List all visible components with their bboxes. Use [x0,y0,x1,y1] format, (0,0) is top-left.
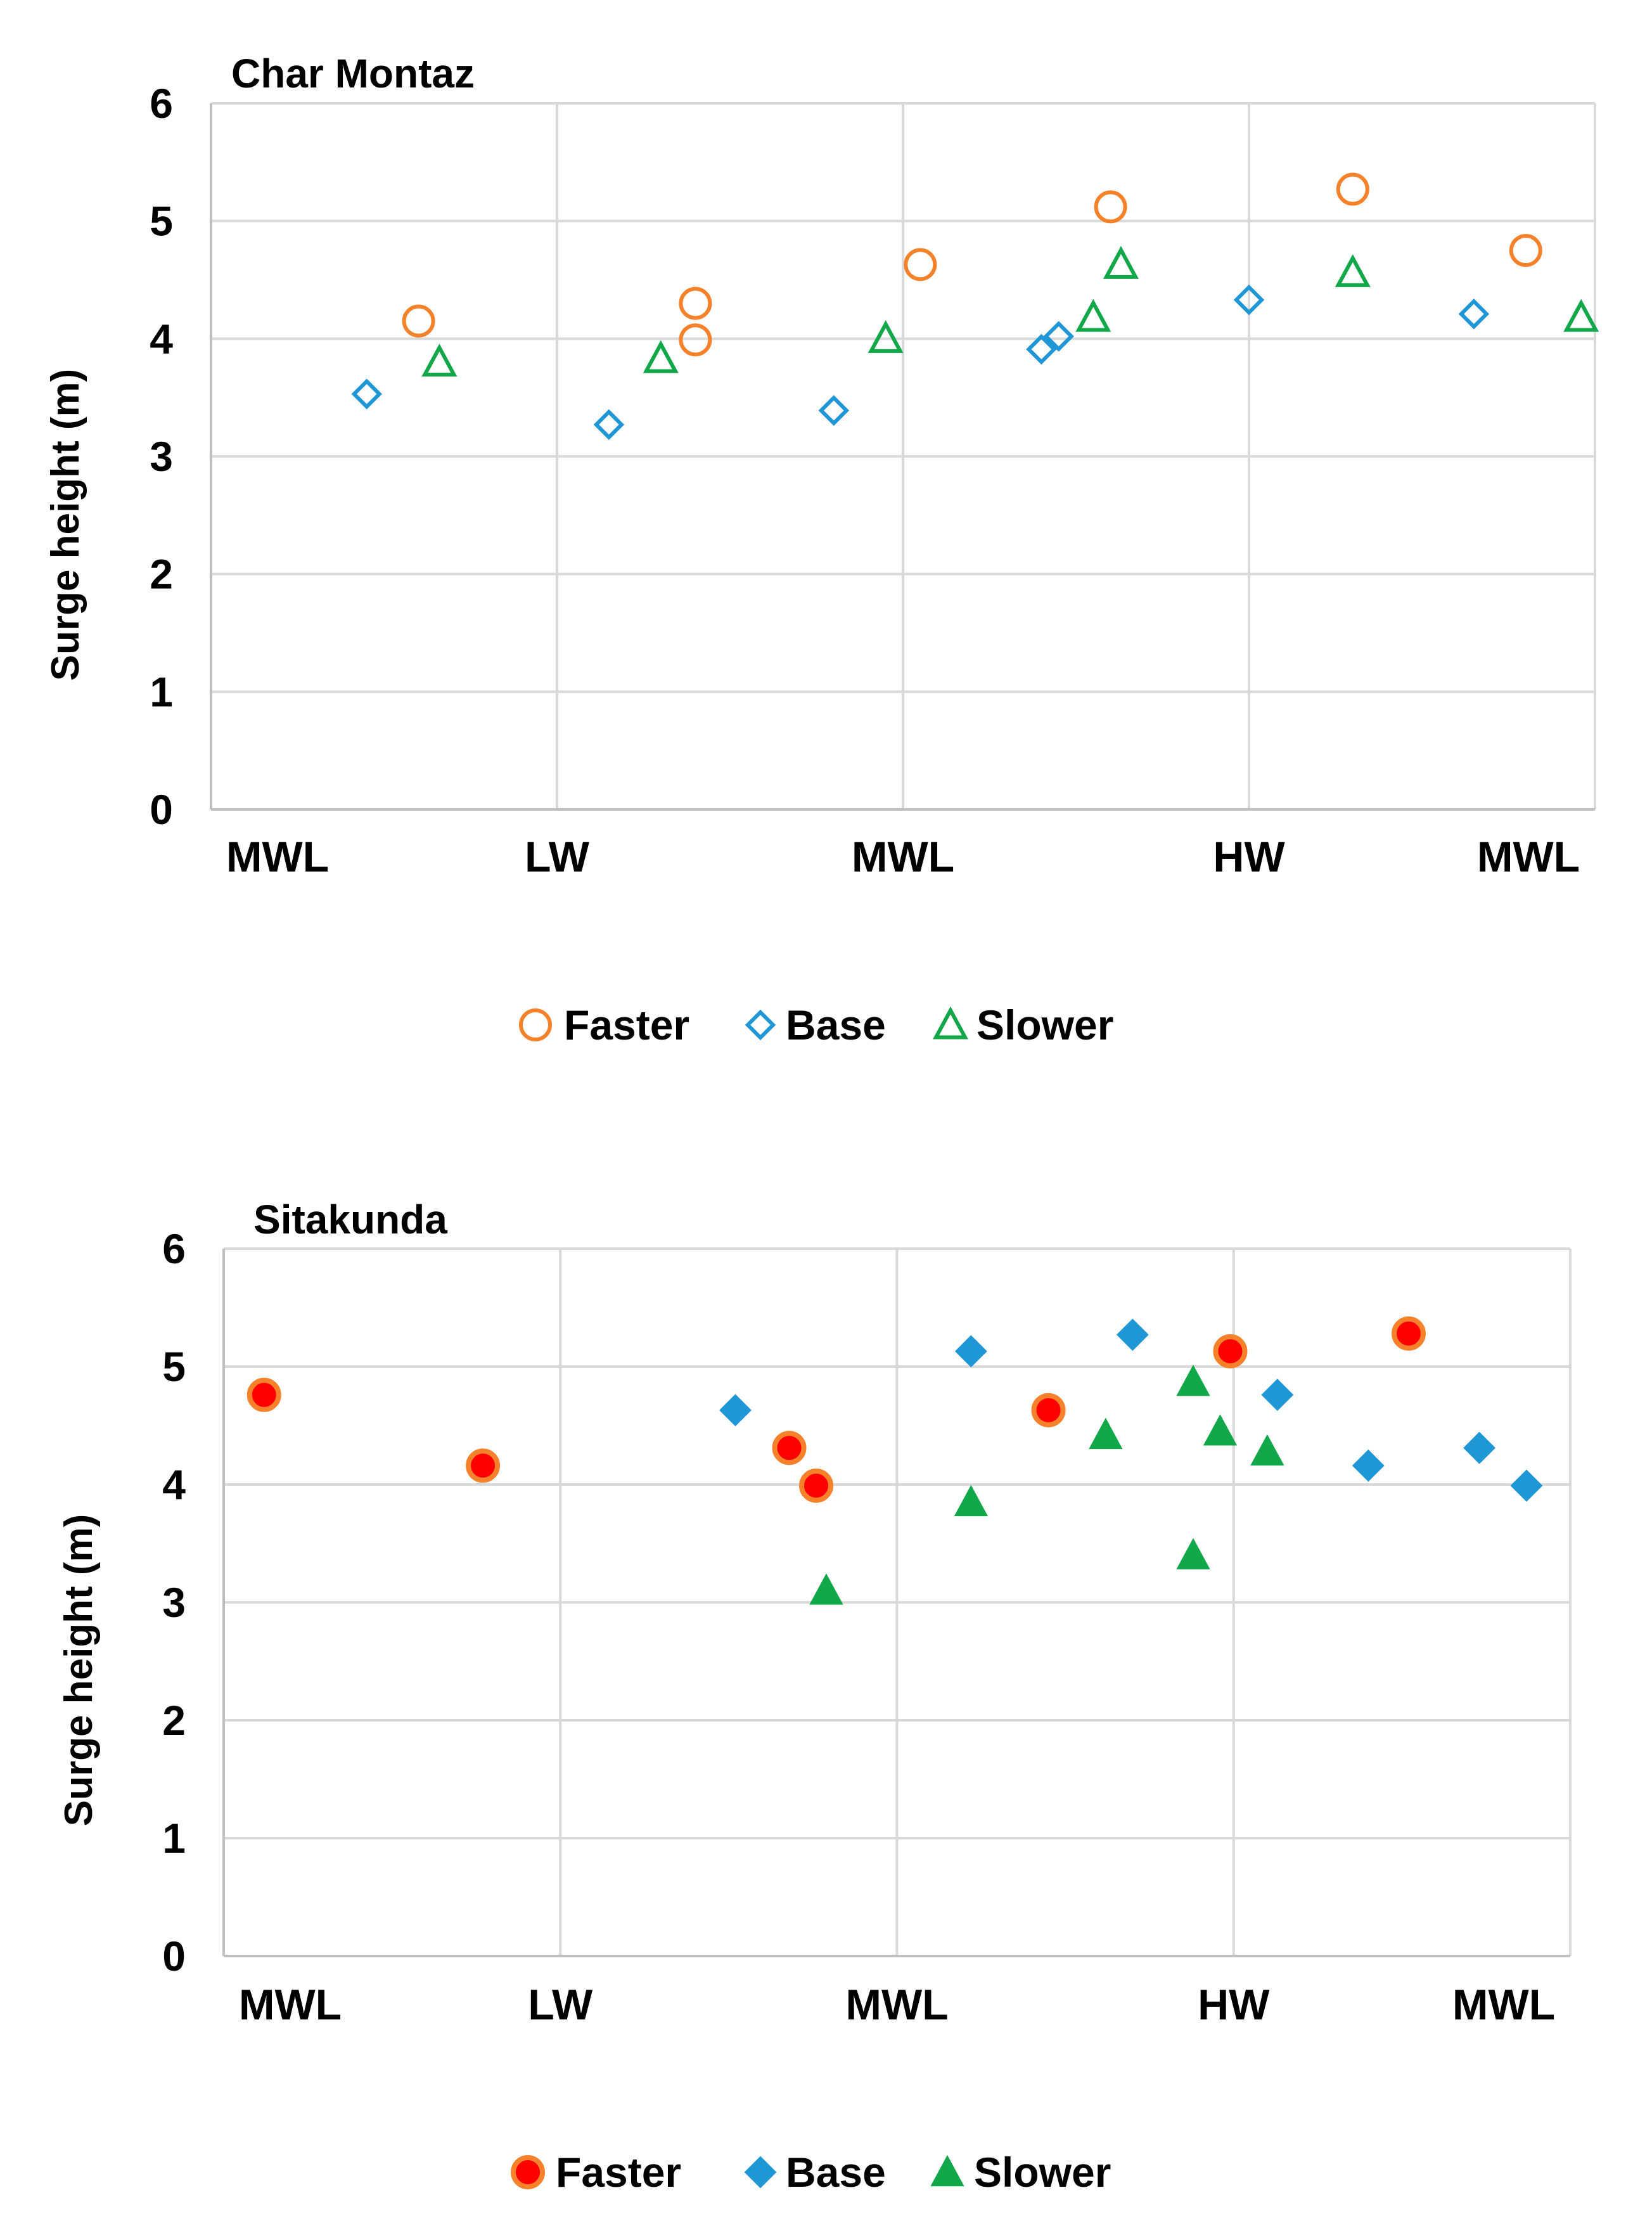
data-point-slower [1103,246,1139,279]
x-tick-label: MWL [845,1981,948,2029]
gridlines [211,102,1596,809]
y-axis-label: Surge height (m) [44,369,87,681]
legend-marker-base [744,2156,777,2189]
data-point-faster [402,304,435,338]
axes [222,1249,1570,1957]
chart-title: Sitakunda [253,1197,447,1242]
data-point-faster [1094,190,1127,224]
data-points [351,172,1599,441]
data-point-faster [679,286,712,320]
data-point-slower [1203,1414,1238,1446]
legend-marker-slower [932,1006,969,1040]
data-point-base [1233,284,1265,316]
data-point-base [1510,1469,1543,1502]
chart-panel-char-montaz: Char Montaz Surge height (m) 0 1 2 3 4 5 6 MWL… [44,51,1599,1048]
x-tick-label: MWL [1452,1981,1555,2029]
chart-panel-sitakunda: Sitakunda Surge height (m) 0 1 2 3 4 5 6 MWL LW… [57,1197,1572,2196]
x-tick-label: MWL [1477,833,1580,881]
data-point-base [1261,1379,1294,1412]
legend-marker-faster [511,2155,545,2189]
legend-marker-faster [519,1008,552,1041]
data-point-faster [466,1448,501,1483]
data-point-slower [1176,1538,1210,1569]
legend-marker-base [745,1009,776,1041]
data-point-slower [1335,254,1371,287]
x-tick-label: LW [525,833,590,881]
gridlines [224,1247,1572,1956]
y-tick-label: 4 [162,1461,186,1508]
y-tick-label: 1 [162,1815,186,1862]
data-point-base [1458,299,1490,330]
data-point-slower [1176,1365,1210,1396]
data-point-slower [868,320,904,353]
data-point-base [1116,1318,1149,1351]
y-tick-label: 5 [150,198,173,245]
legend-label-base: Base [786,2149,886,2196]
data-point-base [1026,333,1057,365]
data-point-faster [1509,234,1542,267]
legend-label-faster: Faster [564,1001,689,1048]
chart-title: Char Montaz [231,51,475,96]
data-point-slower [1089,1417,1123,1450]
y-tick-label: 0 [162,1933,186,1980]
data-point-slower [1075,299,1111,332]
x-tick-labels: MWL LW MWL HW MWL [226,833,1580,881]
y-tick-label: 2 [150,551,173,598]
data-point-base [818,395,850,426]
data-point-base [1043,321,1074,352]
legend: Faster Base Slower [519,1001,1113,1048]
legend-marker-slower [930,2154,964,2187]
x-tick-label: LW [528,1981,593,2029]
x-tick-label: HW [1213,833,1285,881]
axes [210,103,1595,811]
data-points [247,1316,1543,1605]
data-point-slower [1250,1434,1284,1466]
y-tick-labels: 0 1 2 3 4 5 6 [150,80,173,833]
x-tick-label: MWL [239,1981,342,2029]
data-point-slower [643,340,679,373]
data-point-faster [1392,1316,1426,1351]
data-point-faster [772,1431,807,1465]
data-point-faster [679,323,712,357]
data-point-base [593,409,625,441]
data-point-faster [904,248,937,281]
legend-label-base: Base [786,1001,886,1048]
legend-label-slower: Slower [974,2149,1111,2196]
data-point-base [719,1394,752,1427]
data-point-base [1463,1431,1495,1464]
x-tick-label: MWL [852,833,954,881]
legend: Faster Base Slower [511,2149,1111,2196]
x-tick-label: HW [1198,1981,1270,2029]
y-tick-labels: 0 1 2 3 4 5 6 [162,1225,186,1980]
data-point-base [351,378,382,409]
data-point-slower [1563,299,1599,332]
y-tick-label: 6 [162,1225,186,1272]
y-axis-label: Surge height (m) [57,1514,101,1827]
data-point-faster [1213,1334,1248,1368]
y-tick-label: 6 [150,80,173,127]
data-point-faster [1336,172,1369,206]
y-tick-label: 0 [150,786,173,833]
data-point-slower [421,344,458,377]
legend-label-faster: Faster [556,2149,681,2196]
data-point-slower [809,1573,843,1605]
y-tick-label: 2 [162,1697,186,1744]
data-point-faster [247,1377,281,1412]
y-tick-label: 4 [150,315,173,362]
y-tick-label: 1 [150,668,173,715]
legend-label-slower: Slower [976,1001,1113,1048]
y-tick-label: 3 [150,433,173,480]
x-tick-label: MWL [226,833,329,881]
y-tick-label: 5 [162,1343,186,1390]
y-tick-label: 3 [162,1579,186,1626]
data-point-base [1352,1449,1385,1482]
data-point-base [954,1335,987,1368]
data-point-faster [1031,1393,1066,1427]
data-point-faster [799,1468,833,1503]
x-tick-labels: MWL LW MWL HW MWL [239,1981,1555,2029]
data-point-slower [954,1484,989,1517]
